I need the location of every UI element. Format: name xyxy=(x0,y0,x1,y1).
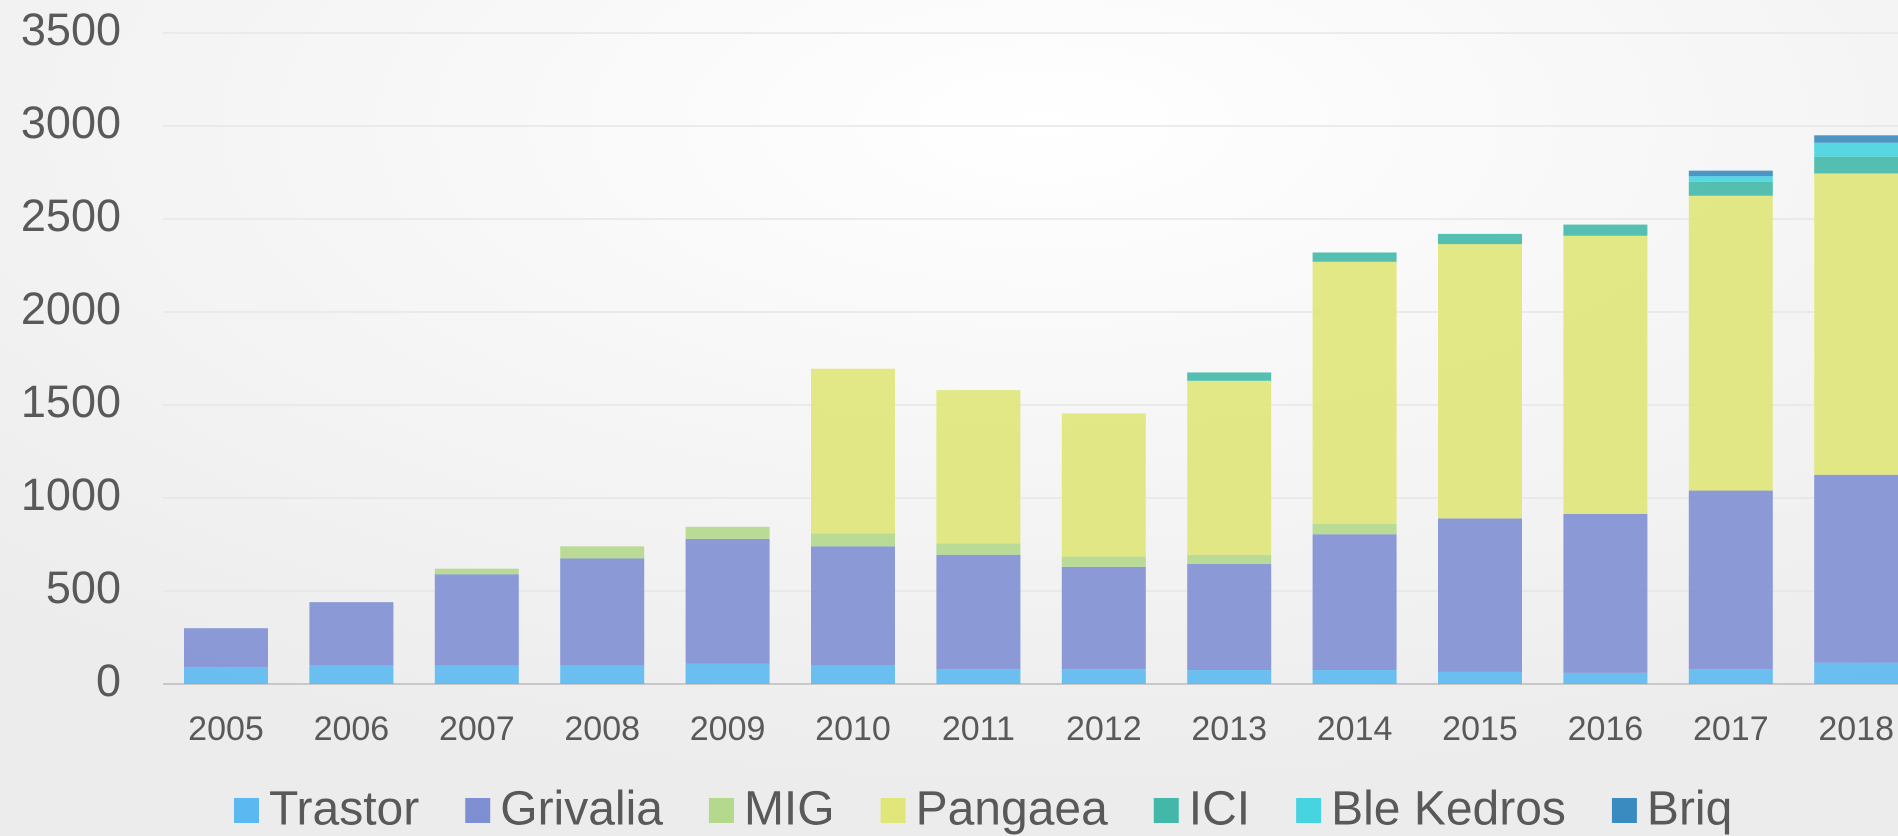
bar-segment xyxy=(1187,372,1272,381)
bar-segment xyxy=(1563,224,1648,236)
y-tick-label: 2000 xyxy=(21,283,121,334)
bar-segment xyxy=(1061,566,1146,670)
bar-segment xyxy=(811,665,895,684)
bar-segment xyxy=(560,665,645,684)
legend-swatch xyxy=(1296,798,1322,823)
bar-segment xyxy=(1814,156,1898,174)
x-tick-label: 2009 xyxy=(690,710,766,748)
bar-segment xyxy=(1563,235,1648,514)
x-tick-label: 2014 xyxy=(1317,710,1393,748)
legend-label: Ble Kedros xyxy=(1331,783,1566,836)
bar-segment xyxy=(685,526,770,539)
bar-segment xyxy=(1312,534,1397,671)
bar-segment xyxy=(1312,252,1397,262)
bar-segment xyxy=(1438,244,1522,519)
bar-segment xyxy=(1187,554,1272,565)
bar-segment xyxy=(1814,173,1898,475)
x-tick-label: 2011 xyxy=(942,710,1015,748)
legend-swatch xyxy=(880,798,906,823)
x-tick-label: 2006 xyxy=(314,710,390,748)
bar-segment xyxy=(1814,142,1898,157)
bar-segment xyxy=(1061,556,1146,567)
legend-swatch xyxy=(465,798,491,823)
bar-segment xyxy=(1688,669,1773,684)
x-tick-label: 2015 xyxy=(1442,710,1518,748)
y-tick-label: 1500 xyxy=(21,376,121,427)
legend-swatch xyxy=(1611,798,1637,823)
x-tick-label: 2005 xyxy=(188,710,264,748)
bar-segment xyxy=(1814,474,1898,663)
x-tick-label: 2013 xyxy=(1191,710,1267,748)
x-tick-label: 2008 xyxy=(564,710,640,748)
legend-label: Trastor xyxy=(269,783,419,836)
bar-segment xyxy=(1688,181,1773,196)
bar-segment xyxy=(1061,669,1146,684)
bar-segment xyxy=(1438,671,1522,684)
bar-segment xyxy=(936,554,1021,670)
bar-segment xyxy=(1688,176,1773,182)
y-tick-label: 2500 xyxy=(21,190,121,241)
legend-label: ICI xyxy=(1189,783,1250,836)
bar-segment xyxy=(936,543,1021,555)
bar-segment xyxy=(1312,524,1397,535)
bar-segment xyxy=(811,546,895,666)
bar-segment xyxy=(1688,195,1773,491)
x-tick-label: 2010 xyxy=(815,710,891,748)
legend-label: Grivalia xyxy=(500,783,663,836)
legend-label: MIG xyxy=(744,783,835,836)
bar-segment xyxy=(1814,662,1898,684)
bar-segment xyxy=(309,665,394,684)
x-tick-label: 2016 xyxy=(1568,710,1644,748)
bar-segment xyxy=(1187,564,1272,671)
legend-swatch xyxy=(1153,798,1179,823)
bar-segment xyxy=(811,368,895,534)
bar-segment xyxy=(184,628,268,668)
bar-segment xyxy=(1187,670,1272,684)
x-tick-label: 2012 xyxy=(1066,710,1142,748)
legend-label: Pangaea xyxy=(916,783,1108,836)
bar-segment xyxy=(936,390,1021,544)
bar-segment xyxy=(1688,490,1773,670)
bar-segment xyxy=(560,546,645,559)
bar-segment xyxy=(1187,380,1272,555)
bar-segment xyxy=(184,667,268,684)
bar-segment xyxy=(1563,513,1648,673)
bar-segment xyxy=(1563,672,1648,684)
bar-segment xyxy=(811,533,895,547)
legend-label: Briq xyxy=(1647,783,1732,836)
bar-segment xyxy=(1814,135,1898,143)
y-tick-label: 3000 xyxy=(21,97,121,148)
bar-segment xyxy=(434,665,519,684)
bar-segment xyxy=(309,602,394,666)
bar-segment xyxy=(685,663,770,684)
bar-segment xyxy=(685,538,770,664)
legend-swatch xyxy=(708,798,734,823)
bar-segment xyxy=(1312,261,1397,525)
bar-segment xyxy=(936,669,1021,684)
x-tick-label: 2018 xyxy=(1818,710,1894,748)
y-tick-label: 500 xyxy=(46,562,121,613)
y-tick-label: 1000 xyxy=(21,469,121,520)
bar-segment xyxy=(434,574,519,666)
bar-segment xyxy=(560,558,645,666)
bar-segment xyxy=(1312,670,1397,684)
bar-segment xyxy=(1061,413,1146,557)
bar-segment xyxy=(1688,170,1773,177)
bar-segment xyxy=(434,568,519,575)
y-tick-label: 3500 xyxy=(21,4,121,55)
bar-segment xyxy=(1438,233,1522,245)
x-tick-label: 2007 xyxy=(439,710,515,748)
y-tick-label: 0 xyxy=(96,655,121,706)
bar-segment xyxy=(1438,518,1522,672)
legend-swatch xyxy=(234,798,259,823)
x-tick-label: 2017 xyxy=(1693,710,1769,748)
